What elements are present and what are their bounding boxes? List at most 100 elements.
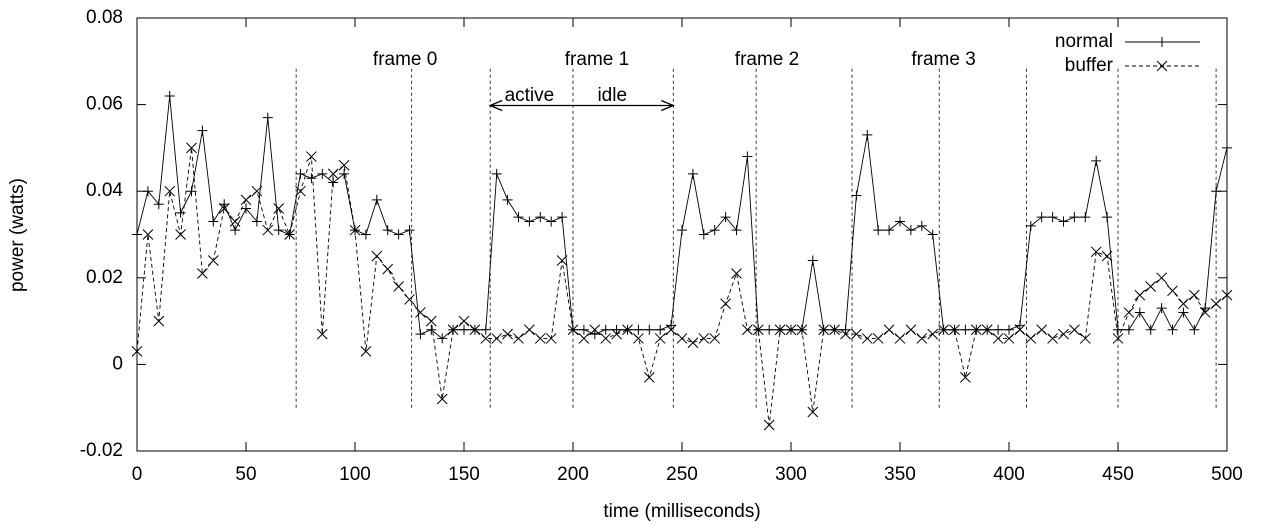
point-marker bbox=[1210, 298, 1222, 310]
point-marker bbox=[633, 333, 644, 344]
point-marker bbox=[1090, 246, 1102, 258]
x-tick-label: 350 bbox=[884, 464, 916, 485]
point-marker bbox=[622, 324, 633, 336]
point-marker bbox=[415, 307, 426, 318]
point-marker bbox=[1014, 320, 1025, 331]
point-marker bbox=[916, 333, 928, 344]
point-marker bbox=[905, 225, 916, 236]
x-tick-label: 400 bbox=[993, 464, 1025, 485]
point-marker bbox=[218, 203, 230, 214]
point-marker bbox=[1134, 307, 1145, 318]
point-marker bbox=[1123, 307, 1135, 318]
point-marker bbox=[938, 324, 949, 336]
point-marker bbox=[884, 225, 895, 236]
point-marker bbox=[371, 194, 382, 205]
x-tick-label: 100 bbox=[339, 464, 371, 485]
point-marker bbox=[960, 324, 971, 335]
point-marker bbox=[677, 225, 687, 236]
point-marker bbox=[207, 255, 219, 266]
point-marker bbox=[981, 324, 993, 336]
point-marker bbox=[208, 216, 219, 227]
point-marker bbox=[382, 263, 394, 275]
y-tick-label: 0.02 bbox=[86, 267, 123, 288]
point-marker bbox=[1069, 212, 1080, 223]
annotation: frame 2 bbox=[735, 49, 799, 70]
point-marker bbox=[611, 328, 622, 340]
point-marker bbox=[1178, 307, 1189, 318]
point-marker bbox=[851, 190, 862, 201]
y-tick-label: 0.06 bbox=[86, 94, 123, 115]
point-marker bbox=[1145, 324, 1156, 335]
point-marker bbox=[382, 225, 393, 236]
point-marker bbox=[1221, 289, 1233, 301]
annotation: frame 0 bbox=[373, 49, 437, 70]
point-marker bbox=[295, 168, 306, 179]
point-marker bbox=[1188, 289, 1200, 301]
point-marker bbox=[175, 207, 186, 218]
point-marker bbox=[426, 324, 437, 335]
point-marker bbox=[643, 372, 655, 383]
point-marker bbox=[251, 216, 262, 227]
point-marker bbox=[186, 186, 197, 197]
point-marker bbox=[720, 212, 731, 223]
x-tick-label: 250 bbox=[666, 464, 698, 485]
point-marker bbox=[578, 324, 589, 335]
point-marker bbox=[687, 168, 698, 179]
point-marker bbox=[164, 90, 175, 101]
point-marker bbox=[360, 346, 372, 357]
point-marker bbox=[491, 333, 503, 344]
point-marker bbox=[393, 281, 404, 292]
point-marker bbox=[796, 324, 808, 336]
point-marker bbox=[589, 324, 601, 336]
x-axis-title: time (milliseconds) bbox=[603, 501, 760, 522]
point-marker bbox=[262, 112, 273, 123]
point-marker bbox=[1101, 250, 1113, 262]
point-marker bbox=[251, 185, 263, 197]
arrow bbox=[573, 99, 675, 112]
point-marker bbox=[927, 328, 939, 340]
point-marker bbox=[1178, 298, 1189, 310]
point-marker bbox=[480, 324, 491, 335]
legend-label: normal bbox=[1055, 31, 1113, 52]
point-marker bbox=[295, 185, 306, 197]
point-marker bbox=[1222, 142, 1232, 153]
point-marker bbox=[142, 229, 154, 240]
point-marker bbox=[709, 333, 721, 344]
point-marker bbox=[535, 212, 546, 223]
point-marker bbox=[534, 333, 546, 344]
point-marker bbox=[807, 255, 818, 266]
point-marker bbox=[1004, 324, 1014, 335]
point-marker bbox=[1069, 324, 1080, 336]
point-marker bbox=[731, 268, 742, 279]
point-marker bbox=[339, 168, 350, 179]
x-tick-label: 150 bbox=[448, 464, 480, 485]
point-marker bbox=[720, 298, 731, 310]
point-marker bbox=[132, 229, 142, 240]
point-marker bbox=[153, 199, 164, 210]
point-marker bbox=[1112, 333, 1124, 344]
point-marker bbox=[371, 250, 383, 262]
point-marker bbox=[752, 324, 764, 336]
point-marker bbox=[338, 159, 350, 171]
point-marker bbox=[840, 328, 851, 340]
point-marker bbox=[949, 324, 960, 336]
point-marker bbox=[241, 203, 251, 214]
point-marker bbox=[524, 324, 535, 336]
point-marker bbox=[927, 229, 938, 240]
point-marker bbox=[1211, 186, 1222, 197]
point-marker bbox=[742, 324, 753, 336]
point-marker bbox=[164, 185, 176, 197]
point-marker bbox=[502, 328, 513, 340]
x-tick-label: 200 bbox=[557, 464, 589, 485]
point-marker bbox=[764, 324, 775, 335]
point-marker bbox=[916, 220, 927, 231]
y-tick-label: 0.04 bbox=[86, 180, 123, 201]
point-marker bbox=[1145, 281, 1157, 292]
point-marker bbox=[742, 151, 753, 162]
point-marker bbox=[1058, 328, 1069, 340]
x-tick-label: 50 bbox=[235, 464, 256, 485]
point-marker bbox=[546, 216, 557, 227]
point-marker bbox=[1091, 155, 1102, 166]
point-marker bbox=[676, 333, 688, 344]
